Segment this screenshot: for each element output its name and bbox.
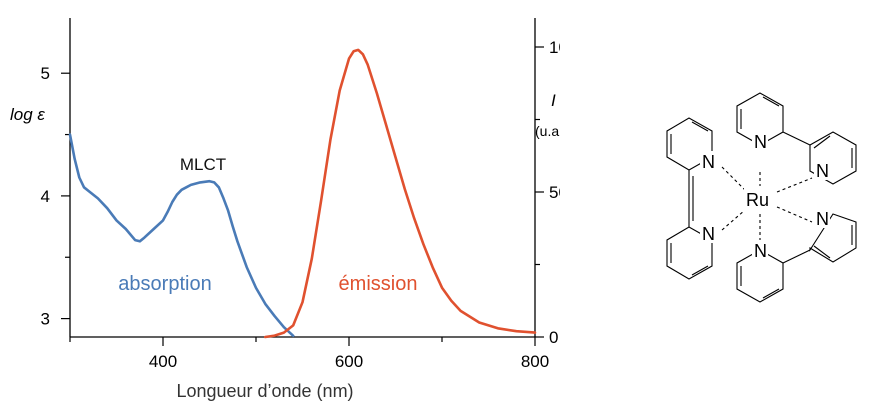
axes <box>69 18 536 338</box>
x-tick-label: 800 <box>521 352 549 371</box>
y-left-axis-label: log ε <box>10 105 45 124</box>
series-absorption-line <box>68 133 295 338</box>
annotation-emission: émission <box>339 273 418 295</box>
molecule-bonds <box>666 92 857 303</box>
x-axis-label: Longueur d’onde (nm) <box>176 381 353 401</box>
atom-n-4: N <box>754 241 767 261</box>
ticks: 400600800345050100 <box>41 38 560 371</box>
y-right-axis-label: I <box>551 91 556 110</box>
series-group <box>68 48 537 339</box>
annotation-absorption: absorption <box>118 273 211 295</box>
ru-bpy-complex-structure: N N N N N N Ru <box>666 92 857 303</box>
atom-n-5: N <box>816 161 829 181</box>
y-left-tick-label: 4 <box>41 187 50 206</box>
annotation-mlct: MLCT <box>180 155 226 174</box>
x-tick-label: 400 <box>149 352 177 371</box>
atom-n-1: N <box>702 152 715 172</box>
y-right-tick-label: 100 <box>549 38 560 57</box>
y-right-axis-unit: (u.a.) <box>535 123 560 139</box>
atom-n-6: N <box>816 209 829 229</box>
atom-ru: Ru <box>746 190 769 210</box>
y-right-tick-label: 0 <box>549 328 558 347</box>
series-emission-line <box>264 48 537 339</box>
atom-n-3: N <box>754 132 767 152</box>
y-right-tick-label: 50 <box>549 183 560 202</box>
y-left-tick-label: 5 <box>41 64 50 83</box>
y-left-tick-label: 3 <box>41 310 50 329</box>
x-tick-label: 600 <box>335 352 363 371</box>
spectrum-chart: 400600800345050100 log ε I (u.a.) Longue… <box>10 18 560 401</box>
atom-n-2: N <box>702 224 715 244</box>
